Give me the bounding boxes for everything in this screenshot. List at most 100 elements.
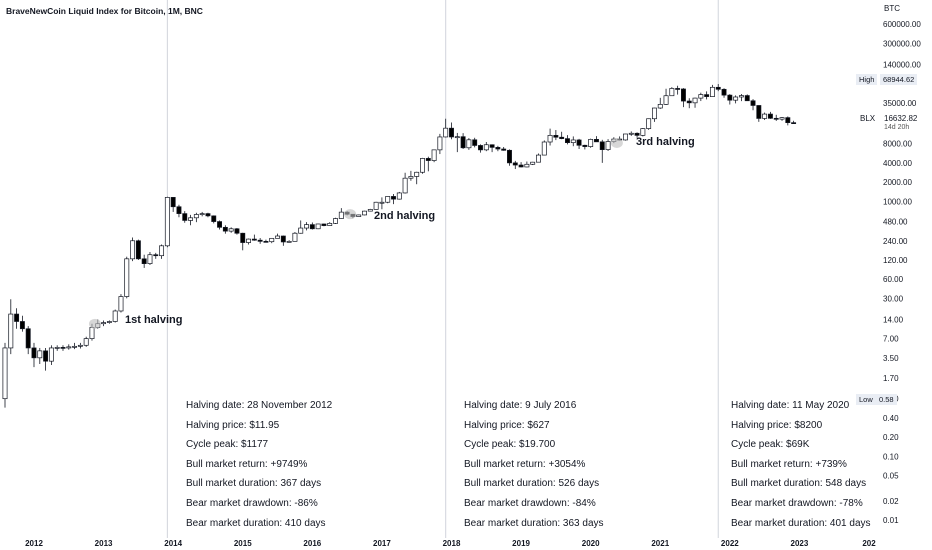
time-tick-label: 2017 xyxy=(373,539,391,548)
candle-body-down xyxy=(750,100,756,106)
candle-body-up xyxy=(246,238,251,243)
candle-body-down xyxy=(176,206,182,214)
candle-body-up xyxy=(466,139,472,149)
candle-body-down xyxy=(60,347,66,349)
candle-body-up xyxy=(385,196,391,203)
halving-info-2: Halving date: 9 July 2016 Halving price:… xyxy=(464,396,604,533)
halving-date: Halving date: 9 July 2016 xyxy=(464,400,577,411)
candle-body-up xyxy=(286,240,292,243)
halving-price: Halving price: $627 xyxy=(464,419,550,431)
candle-body-up xyxy=(327,223,333,226)
candle-body-down xyxy=(582,144,588,147)
candle-body-down xyxy=(495,147,501,150)
candle-body-up xyxy=(8,313,14,349)
candle-body-up xyxy=(709,86,715,97)
candle-body-down xyxy=(715,86,721,90)
chart-title: BraveNewCoin Liquid Index for Bitcoin, 1… xyxy=(6,6,203,16)
candle-body-down xyxy=(559,136,565,139)
candle-body-up xyxy=(228,228,234,232)
price-tick-label: 0.05 xyxy=(883,471,899,480)
candle-body-up xyxy=(298,227,304,234)
candle-body-up xyxy=(536,154,541,163)
candle-body-up xyxy=(275,235,280,239)
candle-body-down xyxy=(512,162,518,166)
time-tick-label: 202 xyxy=(862,539,876,548)
candle-body-up xyxy=(628,132,634,135)
candle-body-up xyxy=(333,218,338,224)
candle-body-up xyxy=(147,254,153,264)
candle-body-up xyxy=(315,223,321,230)
candle-body-down xyxy=(43,350,49,362)
candle-body-up xyxy=(437,136,443,151)
price-tick-label: 1000.00 xyxy=(883,197,912,206)
candle-body-up xyxy=(530,161,536,165)
price-tick-label: 8000.00 xyxy=(883,140,912,149)
cycle-peak: Cycle peak: $69K xyxy=(731,439,810,451)
price-tick-label: 0.01 xyxy=(883,516,899,525)
candle-body-down xyxy=(478,145,483,151)
time-tick-label: 2021 xyxy=(651,539,669,548)
halving-date: Halving date: 28 November 2012 xyxy=(186,400,333,411)
high-badge-label: High xyxy=(856,74,878,85)
candle-body-up xyxy=(193,214,199,219)
candle-body-down xyxy=(460,136,466,149)
candle-body-up xyxy=(588,139,594,147)
candle-body-down xyxy=(576,139,582,146)
candle-body-up xyxy=(738,95,744,98)
candle-body-up xyxy=(48,347,54,362)
candle-body-up xyxy=(356,214,362,217)
candle-body-up xyxy=(362,210,367,216)
candle-body-down xyxy=(686,100,692,104)
price-tick-label: 120.00 xyxy=(883,256,908,265)
candle-body-up xyxy=(692,97,698,104)
candle-body-up xyxy=(124,258,130,297)
candle-body-down xyxy=(280,235,286,243)
halving-price: Halving price: $8200 xyxy=(731,419,823,431)
bull-return: Bull market return: +3054% xyxy=(464,458,586,470)
candle-body-down xyxy=(153,254,159,257)
candle-body-up xyxy=(408,176,414,179)
price-tick-label: 2000.00 xyxy=(883,178,912,187)
halving-label-1: 1st halving xyxy=(125,314,183,326)
price-tick-label: 30.00 xyxy=(883,294,904,303)
price-tick-label: 240.00 xyxy=(883,237,908,246)
candle-body-down xyxy=(785,117,791,123)
candle-body-up xyxy=(623,133,628,141)
bull-return: Bull market return: +9749% xyxy=(186,458,308,470)
candle-body-down xyxy=(19,321,25,330)
halving-marker xyxy=(88,318,101,329)
halving-date: Halving date: 11 May 2020 xyxy=(731,400,850,411)
price-tick-label: 0.02 xyxy=(883,497,899,506)
candle-body-up xyxy=(130,240,136,260)
last-badge-label: BLX xyxy=(860,114,876,123)
bear-duration: Bear market duration: 401 days xyxy=(731,517,871,529)
bear-drawdown: Bear market drawdown: -78% xyxy=(731,497,863,509)
candle-body-down xyxy=(680,88,686,102)
time-tick-label: 2013 xyxy=(95,539,113,548)
candle-body-up xyxy=(106,321,112,323)
halving-marker xyxy=(610,137,623,148)
candle-body-down xyxy=(391,196,396,200)
halving-markers xyxy=(88,137,623,329)
price-tick-label: 60.00 xyxy=(883,275,904,284)
bear-duration: Bear market duration: 363 days xyxy=(464,517,604,529)
time-tick-label: 2018 xyxy=(443,539,461,548)
candle-body-down xyxy=(309,224,315,230)
bull-duration: Bull market duration: 526 days xyxy=(464,478,600,490)
candle-body-down xyxy=(721,88,727,96)
candle-body-down xyxy=(321,223,327,226)
candle-body-down xyxy=(472,139,478,146)
price-tick-label: 0.40 xyxy=(883,414,899,423)
candle-body-up xyxy=(379,201,385,204)
candle-body-down xyxy=(518,164,524,168)
candle-body-down xyxy=(507,149,512,164)
candle-body-down xyxy=(251,238,257,241)
candle-body-up xyxy=(663,95,669,105)
candle-body-up xyxy=(199,213,205,215)
bear-drawdown: Bear market drawdown: -86% xyxy=(186,497,318,509)
price-tick-label: 600000.00 xyxy=(883,20,921,29)
candle-body-down xyxy=(744,95,750,102)
candle-body-up xyxy=(431,149,437,161)
candle-body-up xyxy=(159,245,165,257)
